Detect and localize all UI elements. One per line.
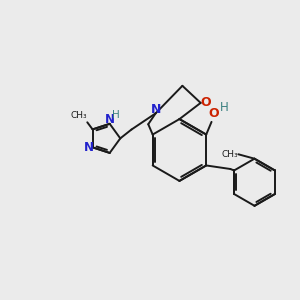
Text: O: O (208, 107, 219, 120)
Text: N: N (105, 113, 115, 126)
Text: CH₃: CH₃ (222, 150, 238, 159)
Text: N: N (150, 103, 161, 116)
Text: H: H (112, 110, 120, 120)
Text: H: H (220, 101, 229, 114)
Text: CH₃: CH₃ (70, 111, 87, 120)
Text: O: O (200, 96, 211, 110)
Text: N: N (83, 141, 94, 154)
